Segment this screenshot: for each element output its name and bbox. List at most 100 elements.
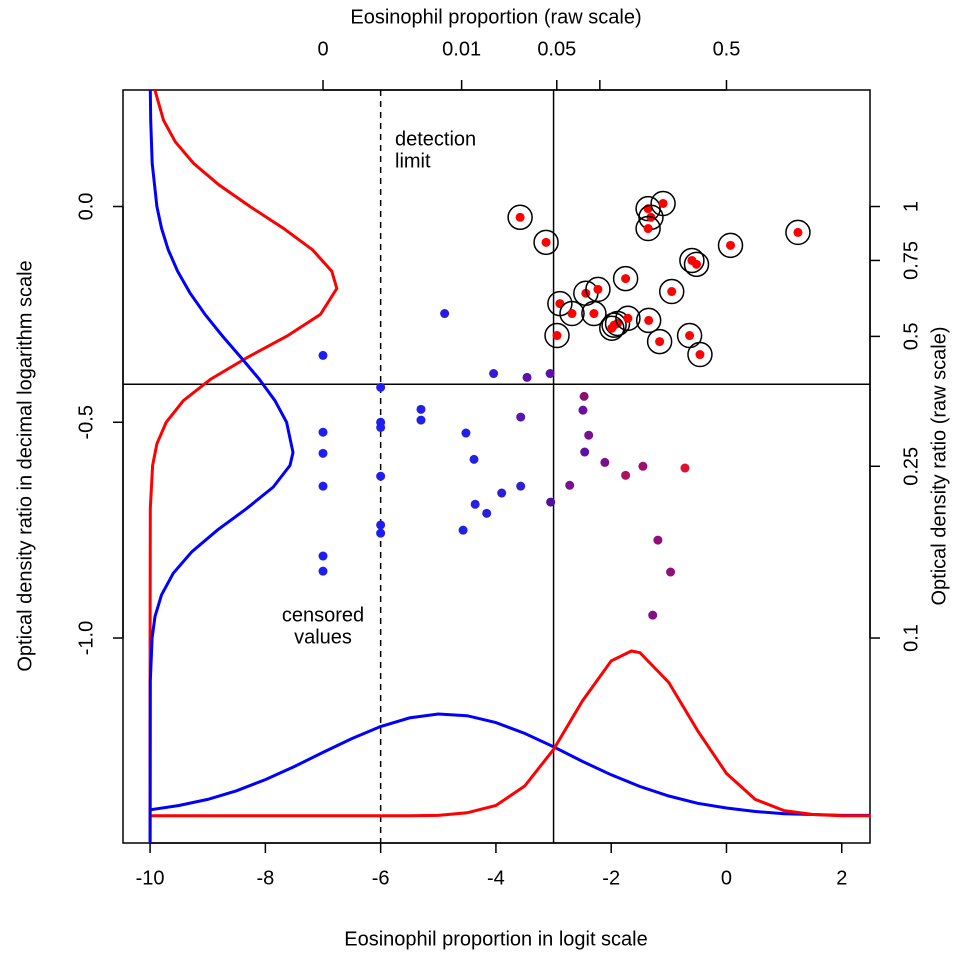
- point: [458, 525, 468, 535]
- point-ring: [615, 305, 641, 332]
- point: [541, 237, 551, 247]
- point-ring: [599, 315, 625, 341]
- point: [440, 309, 450, 319]
- point: [623, 313, 633, 323]
- point: [376, 382, 386, 392]
- y2-tick-label: 0.5: [900, 322, 922, 350]
- point: [655, 337, 665, 347]
- point: [565, 480, 575, 490]
- point: [584, 430, 594, 440]
- point: [318, 350, 328, 360]
- point-ring: [635, 307, 662, 334]
- point: [579, 391, 589, 401]
- point: [555, 299, 565, 309]
- x-tick-label: -6: [372, 867, 390, 889]
- point: [522, 372, 532, 382]
- y-tick-label: -0.5: [75, 405, 97, 439]
- point-ring: [581, 300, 607, 327]
- point-ring: [679, 247, 705, 274]
- point: [643, 224, 653, 234]
- point: [318, 427, 328, 437]
- point: [600, 457, 610, 467]
- point-ring: [585, 276, 611, 303]
- point: [516, 481, 526, 491]
- x2-tick-label: 0.01: [442, 38, 481, 60]
- point: [653, 535, 663, 545]
- density-curve: [149, 712, 871, 817]
- y2-tick-label: 0.75: [900, 241, 922, 280]
- point: [546, 497, 556, 507]
- y-axis-label: Optical density ratio in decimal logarit…: [14, 260, 36, 671]
- point-ring: [646, 328, 673, 355]
- point: [567, 309, 577, 319]
- density-curve: [150, 649, 871, 818]
- point: [680, 463, 690, 473]
- point: [318, 481, 328, 491]
- annotation: censored: [282, 604, 364, 626]
- x2-axis-label: Eosinophil proportion (raw scale): [350, 6, 641, 28]
- x2-tick-label: 0: [317, 38, 328, 60]
- point: [416, 415, 426, 425]
- point-ring: [601, 312, 627, 338]
- point: [589, 309, 599, 319]
- point-ring: [635, 215, 661, 242]
- point: [685, 331, 695, 341]
- point: [376, 520, 386, 530]
- x2-tick-label: 0.5: [713, 38, 741, 60]
- point: [726, 240, 736, 250]
- y2-tick-label: 0.1: [900, 624, 922, 652]
- point-ring: [533, 229, 559, 256]
- point: [416, 404, 426, 414]
- point: [516, 412, 526, 422]
- annotation: values: [294, 626, 352, 648]
- point: [593, 284, 603, 294]
- point: [515, 212, 525, 222]
- y-tick-label: -1.0: [75, 621, 97, 655]
- plot-frame: [122, 89, 871, 844]
- point: [552, 331, 562, 341]
- y2-tick-label: 1: [900, 201, 922, 212]
- point: [666, 567, 676, 577]
- point: [318, 448, 328, 458]
- x-tick-label: 0: [721, 867, 732, 889]
- y2-tick-label: 0.25: [900, 447, 922, 486]
- point: [580, 447, 590, 457]
- point: [470, 499, 480, 509]
- point: [621, 470, 631, 480]
- point-ring: [785, 219, 811, 246]
- x-tick-label: 2: [836, 867, 847, 889]
- y2-axis-label: Optical density ratio (raw scale): [928, 327, 950, 606]
- point: [376, 471, 386, 481]
- point: [648, 610, 658, 620]
- point-ring: [687, 341, 713, 368]
- point: [695, 350, 705, 360]
- point: [482, 508, 492, 518]
- x2-tick-label: 0.05: [537, 38, 576, 60]
- point: [489, 369, 499, 379]
- annotation: detection: [395, 128, 476, 150]
- point: [793, 227, 803, 237]
- point-ring: [544, 322, 570, 349]
- point: [667, 287, 677, 297]
- y-tick-label: 0.0: [75, 193, 97, 221]
- point-ring: [650, 190, 676, 217]
- point-ring: [683, 251, 710, 278]
- point: [644, 315, 654, 325]
- x-tick-label: -8: [256, 867, 274, 889]
- point-ring: [612, 265, 639, 292]
- point: [469, 454, 479, 464]
- x-tick-label: -2: [602, 867, 620, 889]
- point-ring: [559, 300, 585, 327]
- point: [376, 528, 386, 538]
- point: [545, 369, 555, 379]
- point-ring: [658, 278, 685, 305]
- point-ring: [717, 232, 744, 259]
- point: [578, 405, 588, 415]
- point-ring: [507, 204, 533, 231]
- annotation: limit: [395, 150, 431, 172]
- point: [376, 422, 386, 432]
- point: [692, 259, 702, 269]
- x-tick-label: -4: [487, 867, 505, 889]
- point: [638, 461, 648, 471]
